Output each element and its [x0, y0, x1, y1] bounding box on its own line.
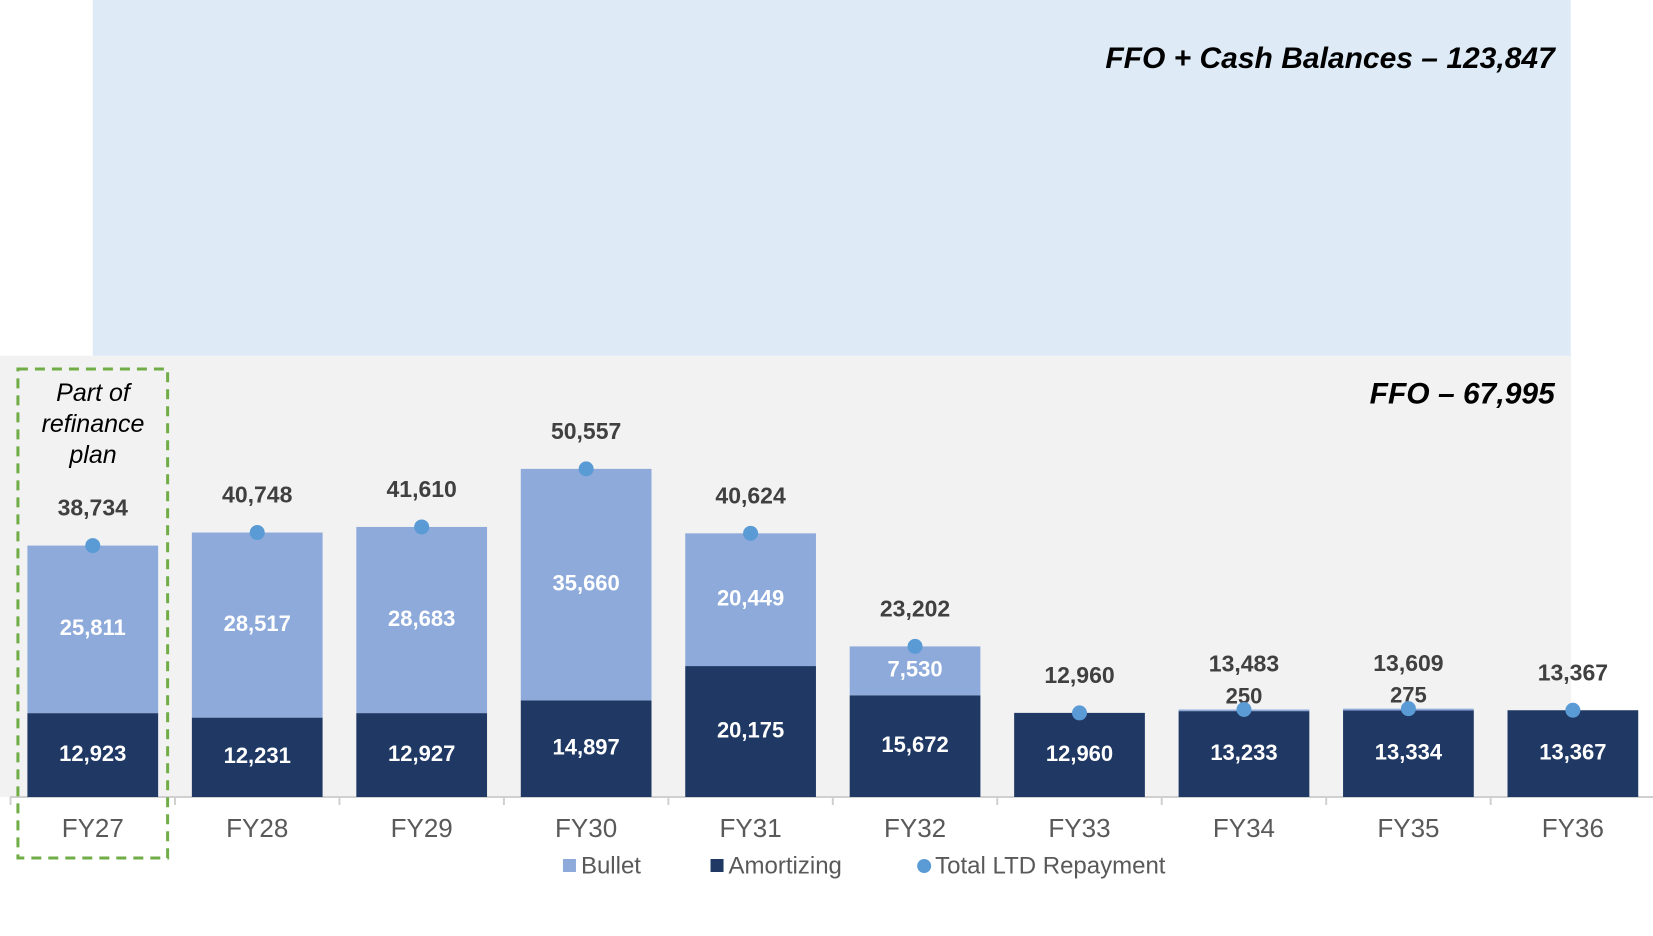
bar-segment [1178, 711, 1310, 797]
total-marker [249, 525, 265, 541]
legend-swatch [562, 859, 576, 872]
x-tick-label: FY27 [62, 813, 124, 843]
total-marker [414, 519, 430, 535]
bar-segment [356, 526, 488, 714]
bar-segment [1014, 712, 1145, 797]
total-marker [1400, 701, 1416, 717]
legend-label: Bullet [581, 852, 641, 879]
x-tick-label: FY30 [555, 813, 617, 843]
total-label: 12,960 [1044, 662, 1114, 688]
legend-swatch [710, 859, 724, 872]
x-tick-label: FY34 [1213, 813, 1275, 843]
data-label: 28,683 [388, 606, 455, 631]
data-label: 12,960 [1046, 741, 1113, 766]
bar-segment [849, 646, 981, 696]
x-tick-label: FY28 [226, 813, 288, 843]
total-marker [1565, 702, 1581, 718]
total-label: 13,367 [1538, 659, 1608, 685]
bar-segment [685, 666, 816, 797]
annotation: Part of refinance plan [41, 379, 145, 469]
data-label: 28,517 [224, 611, 291, 636]
x-tick-label: FY35 [1377, 813, 1439, 843]
total-marker [743, 525, 759, 541]
data-label: 25,811 [60, 615, 126, 640]
x-tick-label: FY36 [1542, 813, 1604, 843]
x-tick-label: FY32 [884, 813, 946, 843]
total-label: 41,610 [387, 476, 457, 502]
data-label: 13,233 [1210, 740, 1277, 765]
bar-segment [27, 545, 159, 714]
legend-swatch [917, 859, 932, 873]
bar-segment [1507, 710, 1639, 797]
total-label: 13,483 [1209, 651, 1279, 677]
data-label: 14,897 [552, 734, 619, 759]
x-tick-label: FY31 [720, 813, 782, 843]
bar-segment [520, 468, 652, 701]
data-label: 13,367 [1539, 739, 1606, 764]
x-tick-label: FY29 [391, 813, 453, 843]
total-label: 40,624 [715, 482, 786, 508]
data-label: 35,660 [552, 570, 619, 595]
x-tick-label: FY33 [1048, 813, 1110, 843]
total-marker [85, 538, 101, 554]
data-label: 20,175 [717, 717, 784, 742]
bar-segment [191, 717, 323, 797]
bar-segment [849, 695, 981, 797]
refinance-box [16, 367, 170, 860]
bar-segment [191, 532, 323, 718]
total-marker [907, 638, 923, 654]
data-label: 20,449 [717, 586, 784, 611]
data-label: 12,231 [224, 743, 291, 768]
data-label: 12,927 [388, 741, 455, 766]
bar-segment [27, 713, 159, 797]
total-label: 13,609 [1373, 650, 1443, 676]
total-marker [578, 461, 594, 477]
total-label: 50,557 [551, 418, 621, 444]
total-label: 23,202 [880, 595, 950, 621]
total-label: 38,734 [58, 495, 129, 521]
band-label: FFO – 67,995 [1370, 378, 1556, 411]
total-label: 40,748 [222, 482, 293, 508]
total-marker [1072, 705, 1088, 721]
bar-segment [1343, 710, 1474, 797]
bar-segment [356, 713, 488, 797]
total-marker [1236, 701, 1252, 717]
bar-segment [520, 700, 652, 797]
data-label: 7,530 [888, 657, 943, 682]
data-label: 13,334 [1375, 740, 1443, 765]
legend-label: Amortizing [729, 852, 842, 879]
legend-label: Total LTD Repayment [935, 852, 1166, 879]
bar-segment [685, 533, 816, 667]
data-label: 12,923 [59, 741, 126, 766]
data-label: 15,672 [881, 732, 948, 757]
band-label: FFO + Cash Balances – 123,847 [1105, 42, 1556, 75]
